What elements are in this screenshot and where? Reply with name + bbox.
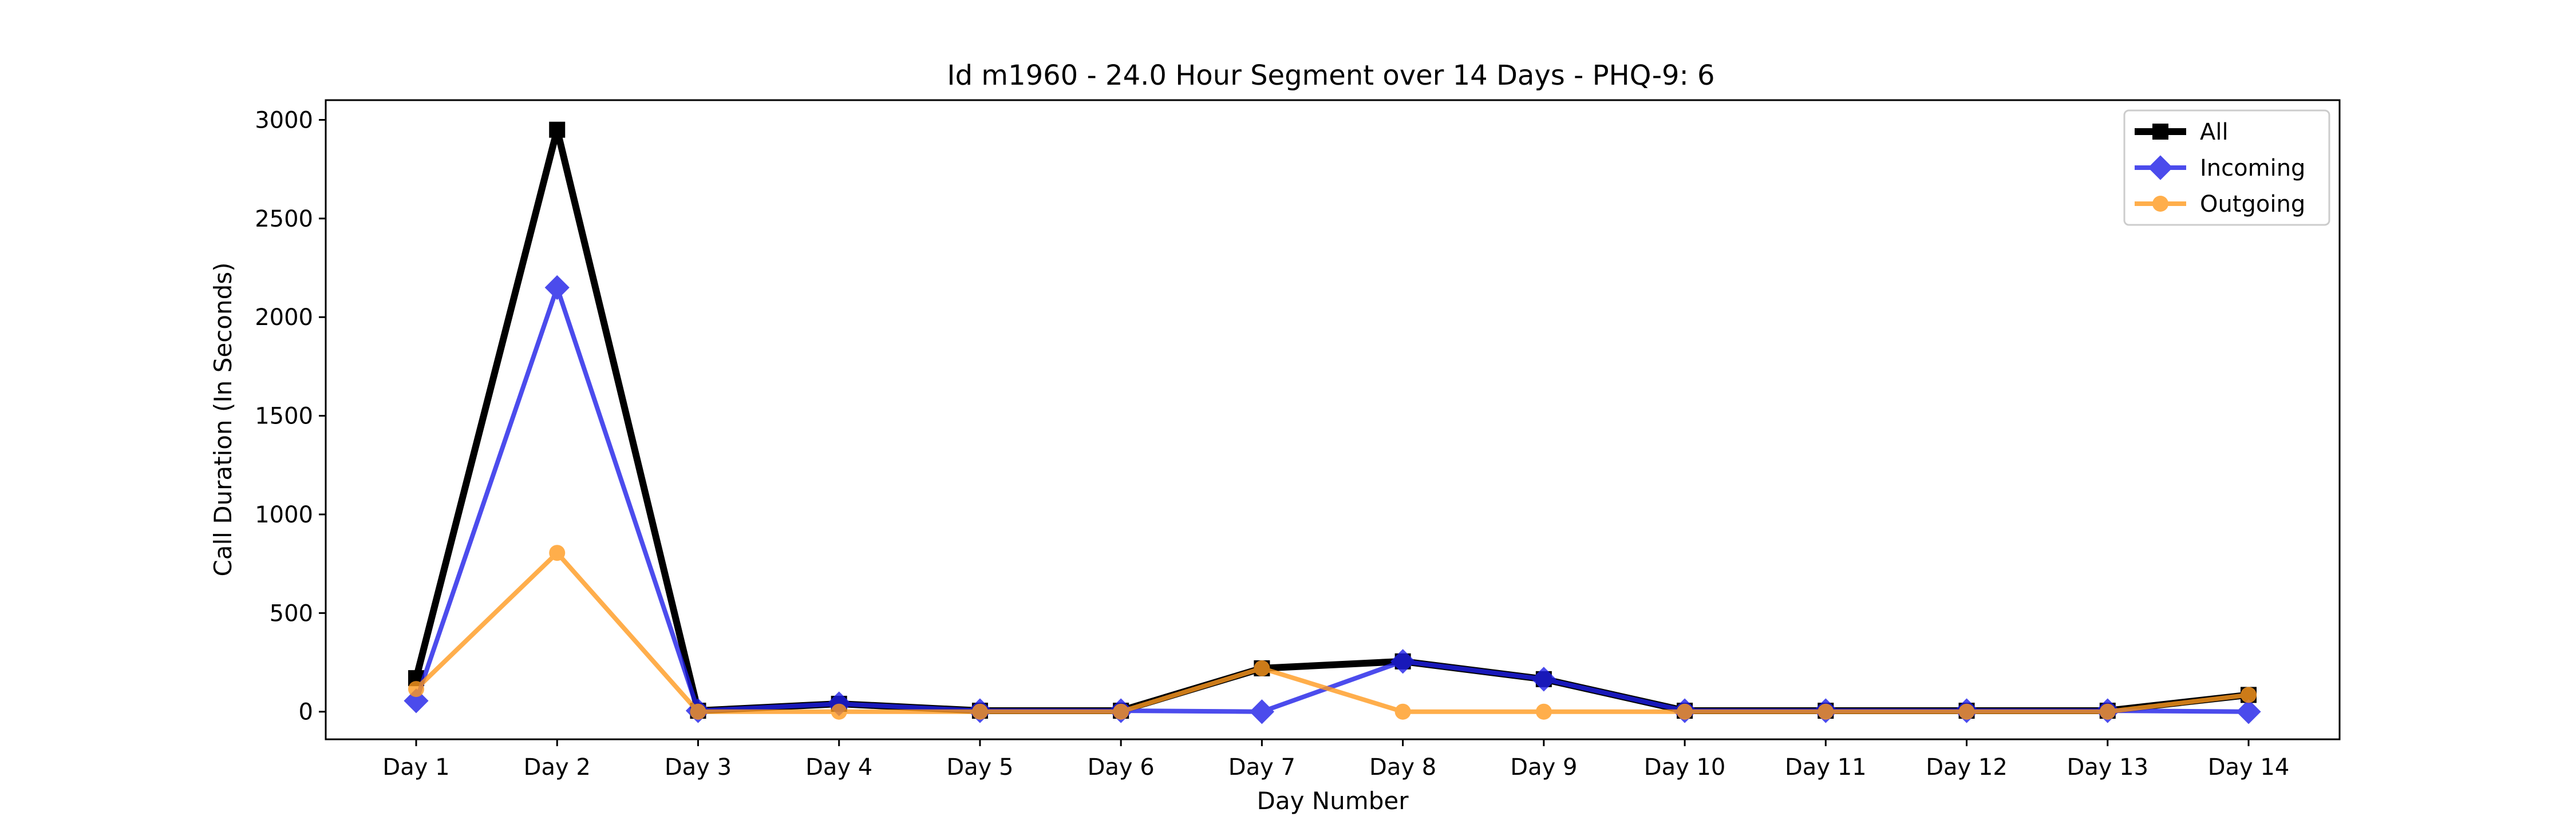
- legend-marker-all: [2152, 124, 2168, 140]
- x-axis: Day 1 Day 2 Day 3 Day 4 Day 5 Day 6 Day 7 Day 8…: [382, 739, 2289, 781]
- x-tick-label: Day 14: [2208, 754, 2290, 781]
- data-point-outgoing: [1677, 703, 1693, 720]
- series-line-outgoing: [414, 550, 2249, 714]
- x-tick-label: Day 8: [1369, 754, 1436, 781]
- legend-item-all: [2135, 124, 2186, 140]
- x-tick-label: Day 9: [1510, 754, 1577, 781]
- data-point-outgoing: [1113, 703, 1129, 720]
- y-tick-label: 2000: [255, 304, 313, 331]
- data-point-outgoing: [408, 681, 424, 698]
- data-point-incoming: [1531, 667, 1556, 692]
- series-incoming: [404, 275, 2261, 724]
- x-tick-label: Day 12: [1926, 754, 2008, 781]
- y-tick-label: 3000: [255, 107, 313, 133]
- legend-marker-incoming: [2148, 155, 2173, 180]
- legend-item-outgoing: [2135, 196, 2186, 212]
- x-tick-label: Day 13: [2067, 754, 2148, 781]
- y-tick-label: 1000: [255, 502, 313, 528]
- x-tick-label: Day 2: [524, 754, 591, 781]
- y-axis-label: Call Duration (In Seconds): [209, 262, 237, 576]
- legend-label-outgoing: Outgoing: [2200, 191, 2305, 217]
- data-point-outgoing: [1394, 703, 1411, 720]
- x-tick-label: Day 11: [1785, 754, 1867, 781]
- y-tick-label: 2500: [255, 206, 313, 232]
- data-point-outgoing: [2241, 687, 2257, 703]
- plot-area: [404, 121, 2261, 724]
- data-point-incoming: [1390, 649, 1416, 674]
- x-tick-label: Day 4: [805, 754, 872, 781]
- legend-item-incoming: [2135, 155, 2186, 180]
- data-point-incoming: [544, 275, 570, 300]
- data-point-incoming: [1249, 699, 1274, 724]
- x-tick-label: Day 1: [382, 754, 449, 781]
- x-tick-label: Day 7: [1228, 754, 1295, 781]
- data-point-outgoing: [2099, 703, 2116, 720]
- data-point-outgoing: [1535, 703, 1552, 720]
- x-tick-label: Day 10: [1644, 754, 1726, 781]
- data-point-outgoing: [1818, 703, 1834, 720]
- series-all: [408, 121, 2257, 719]
- x-tick-label: Day 6: [1088, 754, 1155, 781]
- series-line-incoming: [414, 285, 2249, 714]
- legend-box: [2123, 109, 2330, 226]
- series-outgoing: [408, 545, 2257, 720]
- series-line-all: [413, 126, 2249, 715]
- data-point-outgoing: [1254, 660, 1270, 676]
- data-point-outgoing: [971, 703, 988, 720]
- x-tick-label: Day 3: [665, 754, 732, 781]
- legend-label-incoming: Incoming: [2200, 155, 2305, 181]
- data-point-incoming: [2236, 699, 2261, 724]
- y-tick-label: 500: [270, 600, 313, 627]
- data-point-outgoing: [1958, 703, 1975, 720]
- data-point-outgoing: [690, 703, 706, 720]
- legend-label-all: All: [2200, 119, 2229, 145]
- legend-marker-outgoing: [2152, 196, 2168, 212]
- chart-title: Id m1960 - 24.0 Hour Segment over 14 Day…: [947, 60, 1714, 92]
- x-axis-label: Day Number: [1257, 787, 1409, 815]
- y-tick-label: 0: [299, 699, 313, 726]
- y-tick-label: 1500: [255, 403, 313, 430]
- y-axis: 0 500 1000 1500 2000 2500 3000: [255, 107, 326, 726]
- data-point-outgoing: [831, 703, 847, 720]
- data-point-outgoing: [549, 545, 566, 561]
- data-point-incoming: [404, 688, 429, 714]
- data-point-all: [549, 121, 566, 138]
- legend: All Incoming Outgoing: [2123, 109, 2330, 226]
- x-tick-label: Day 5: [946, 754, 1013, 781]
- plot-frame: [325, 99, 2341, 740]
